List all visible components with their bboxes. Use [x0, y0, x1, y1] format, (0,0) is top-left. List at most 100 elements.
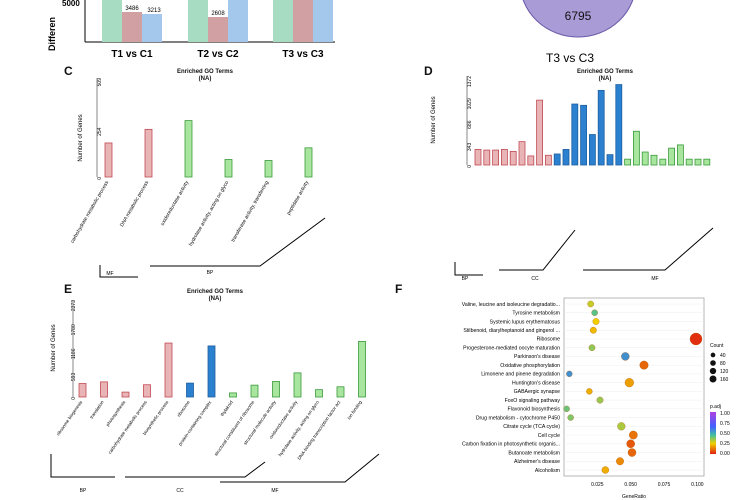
bar [641, 151, 649, 166]
pathway-label: Alzheimer's disease [514, 459, 560, 465]
pathway-label: Flavonoid biosynthesis [508, 407, 561, 413]
x-tick-label: thylakoid [220, 399, 235, 417]
bar [501, 149, 508, 166]
bar [224, 159, 233, 178]
bar [632, 130, 640, 166]
panel-d-ylabel: Number of Genes [431, 96, 437, 143]
bar [315, 389, 323, 398]
bar [143, 384, 151, 398]
panel-c-title-text: Enriched GO Terms [177, 69, 233, 75]
panel-c-group: BP [207, 270, 214, 276]
x-tick-label: hydrolase activity, acting on glyco [277, 399, 320, 457]
panel-a-bar [313, 0, 333, 42]
x-tick-label: DNA metabolic process [119, 180, 150, 228]
legend-padj-label: 0.25 [720, 441, 730, 447]
panel-a-chart: Differen 5000 3486 3213 2608 T1 vs C1 T2… [47, 0, 335, 60]
panel-f-padj-colorbar [710, 412, 716, 454]
panel-c-ylabel: Number of Genes [78, 114, 84, 161]
legend-count-label: 160 [720, 377, 729, 383]
bar [659, 158, 667, 166]
panel-e-subtitle: (NA) [208, 296, 222, 302]
scatter-point [588, 344, 596, 351]
panel-c-chart: Number of Genes 509 254 0 carbohydrate met… [70, 78, 326, 278]
panel-d-bracket-cc [499, 229, 576, 271]
x-tick-label: photosynthesis [105, 399, 127, 427]
panel-e-letter: E [64, 282, 73, 296]
panel-d-chart: Number of Genes 1372 1029 686 343 0 BP CC MF [431, 76, 714, 282]
bar [144, 128, 153, 178]
legend-padj-label: 0.00 [720, 451, 730, 457]
pathway-label: Alcoholism [535, 468, 560, 474]
legend-count-dot [709, 375, 717, 383]
panel-e-bracket-cc [125, 461, 266, 478]
panel-e-title: Enriched GO Terms (NA) [160, 289, 270, 303]
pathway-label: Carbon fixation in photosynthetic organi… [462, 442, 560, 448]
bar [597, 90, 605, 166]
x-tick-label: carbohydrate metabolic process [107, 399, 148, 455]
bar [703, 158, 711, 166]
panel-f-chart: Valine, leucine and isoleucine degradati… [462, 297, 730, 500]
panel-e-ylabel: Number of Genes [51, 324, 57, 371]
panel-f-xlabel: GeneRatio [622, 494, 646, 500]
bar [545, 154, 552, 166]
legend-count-dot [710, 352, 716, 358]
panel-a-bar-label: 2608 [211, 11, 225, 17]
venn-value: 6795 [565, 9, 592, 23]
panel-d-group: BP [462, 276, 469, 282]
bar [615, 84, 623, 166]
x-tick-label: 0.100 [691, 482, 704, 488]
bar [358, 341, 366, 398]
bar [184, 120, 193, 178]
legend-count-label: 40 [720, 353, 726, 359]
panel-a-bar [293, 0, 313, 42]
bar [121, 391, 130, 398]
y-tick-label: 686 [467, 120, 473, 129]
bar [186, 382, 194, 398]
x-tick-label: 0.025 [591, 482, 604, 488]
pathway-label: Valine, leucine and isoleucine degradati… [462, 302, 560, 308]
bar [580, 104, 588, 166]
panel-a-bar-label: 3486 [125, 6, 139, 12]
bar [104, 142, 113, 178]
venn-circle [522, 0, 634, 38]
bar [100, 381, 108, 398]
x-tick-label: oxidoreductase activity [160, 180, 191, 227]
panel-a-ytick: 5000 [62, 0, 80, 8]
bar [336, 386, 345, 398]
pathway-label: Oxidative phosphorylation [500, 363, 560, 369]
x-tick-label: 0.075 [658, 482, 671, 488]
bar [606, 154, 614, 166]
x-tick-label: 0.050 [624, 482, 637, 488]
y-tick-label: 1780 [71, 324, 77, 335]
bar [624, 158, 632, 166]
bar [229, 392, 237, 398]
scatter-point [566, 370, 573, 378]
pathway-label: Stilbenoid, diarylheptanoid and gingerol… [463, 328, 560, 334]
x-tick-label: DNA-binding transcription factor act [296, 399, 341, 461]
panel-e-chart: Number of Genes 2373 1780 1186 593 0 ribosom… [50, 300, 380, 494]
pathway-label: Tyrosine metabolism [512, 311, 560, 317]
scatter-point [617, 422, 626, 431]
bar [588, 134, 596, 166]
x-tick-label: translation [89, 399, 105, 419]
panel-e-bracket-mf [220, 453, 380, 483]
panel-f-legend-p-title: p.adj [710, 404, 721, 410]
panel-c-subtitle: (NA) [198, 76, 212, 82]
bar [483, 149, 491, 166]
x-tick-label: ion binding [346, 399, 363, 420]
panel-a-bar [142, 14, 162, 42]
pathway-label: Huntington's disease [512, 380, 560, 386]
panel-a-category: T1 vs C1 [111, 49, 153, 60]
pathway-label: FoxO signaling pathway [505, 398, 561, 404]
x-tick-label: ribosome [176, 399, 191, 417]
scatter-point [567, 414, 574, 421]
panel-d-title: Enriched GO Terms (NA) [550, 69, 660, 83]
scatter-point [627, 448, 637, 457]
panel-e-group: CC [176, 488, 184, 494]
scatter-point [689, 332, 703, 346]
bar [571, 103, 579, 166]
panel-a-category: T2 vs C2 [197, 49, 239, 60]
scatter-point [626, 439, 635, 449]
pathway-label: Systemic lupus erythematosus [490, 319, 561, 325]
pathway-label: Progesterone-mediated oocyte maturation [463, 345, 560, 351]
